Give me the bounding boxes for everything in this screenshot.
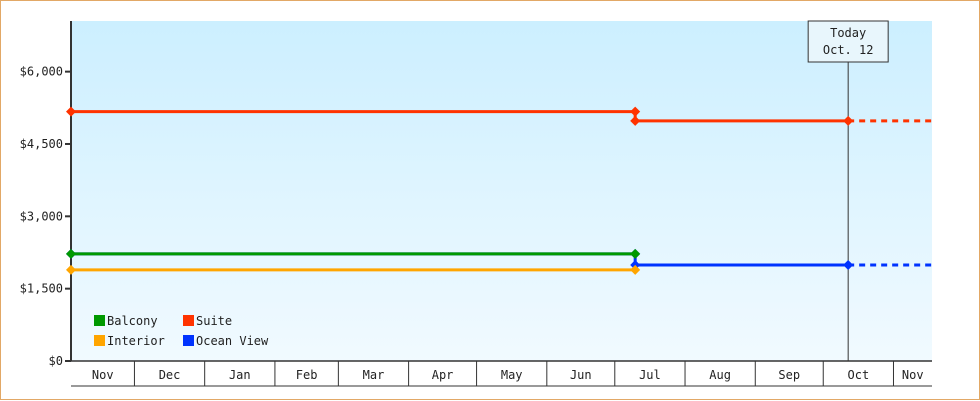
legend-item: Suite bbox=[183, 314, 232, 328]
data-point[interactable] bbox=[630, 248, 641, 259]
month-label: Sep bbox=[778, 368, 800, 382]
x-axis: Nov Dec Jan Feb Mar Apr May Jun Jul Aug Sep Oct Nov bbox=[71, 360, 932, 387]
legend-label: Balcony bbox=[107, 314, 158, 328]
legend-swatch bbox=[94, 335, 105, 346]
series-suite bbox=[66, 106, 932, 126]
legend-label: Interior bbox=[107, 334, 165, 348]
data-point[interactable] bbox=[630, 106, 641, 117]
legend-label: Suite bbox=[196, 314, 232, 328]
series-balcony bbox=[66, 248, 641, 259]
month-label: May bbox=[501, 368, 523, 382]
month-label: Nov bbox=[902, 368, 924, 382]
y-tick-label: $0 bbox=[49, 354, 63, 368]
legend-item: Ocean View bbox=[183, 334, 269, 348]
y-tick-label: $4,500 bbox=[20, 137, 63, 151]
y-tick-label: $6,000 bbox=[20, 65, 63, 79]
legend-swatch bbox=[94, 315, 105, 326]
data-point[interactable] bbox=[66, 248, 76, 259]
data-point[interactable] bbox=[843, 115, 854, 126]
legend-item: Balcony bbox=[94, 314, 158, 328]
month-label: Jul bbox=[639, 368, 661, 382]
series-group bbox=[66, 106, 932, 275]
data-point[interactable] bbox=[66, 106, 76, 117]
y-tick-label: $1,500 bbox=[20, 282, 63, 296]
month-label: Jan bbox=[229, 368, 251, 382]
legend: Balcony Suite Interior Ocean View bbox=[94, 314, 269, 348]
month-label: Oct bbox=[848, 368, 870, 382]
today-date: Oct. 12 bbox=[823, 43, 874, 57]
today-label: Today bbox=[830, 26, 866, 40]
today-box bbox=[807, 20, 889, 63]
month-label: Mar bbox=[363, 368, 385, 382]
month-label: Apr bbox=[432, 368, 454, 382]
data-point[interactable] bbox=[843, 260, 854, 271]
month-label: Aug bbox=[709, 368, 731, 382]
data-point[interactable] bbox=[630, 115, 641, 126]
legend-swatch bbox=[183, 315, 194, 326]
y-axis: $0 $1,500 $3,000 $4,500 $6,000 bbox=[20, 21, 72, 368]
data-point[interactable] bbox=[66, 264, 76, 275]
month-label: Nov bbox=[92, 368, 114, 382]
plot-area bbox=[71, 21, 932, 361]
legend-item: Interior bbox=[94, 334, 165, 348]
month-label: Dec bbox=[159, 368, 181, 382]
data-point[interactable] bbox=[630, 264, 641, 275]
series-interior bbox=[66, 264, 641, 275]
month-label: Feb bbox=[296, 368, 318, 382]
legend-label: Ocean View bbox=[196, 334, 269, 348]
y-tick-label: $3,000 bbox=[20, 209, 63, 223]
legend-swatch bbox=[183, 335, 194, 346]
month-label: Jun bbox=[570, 368, 592, 382]
today-marker: Today Oct. 12 bbox=[807, 20, 889, 361]
